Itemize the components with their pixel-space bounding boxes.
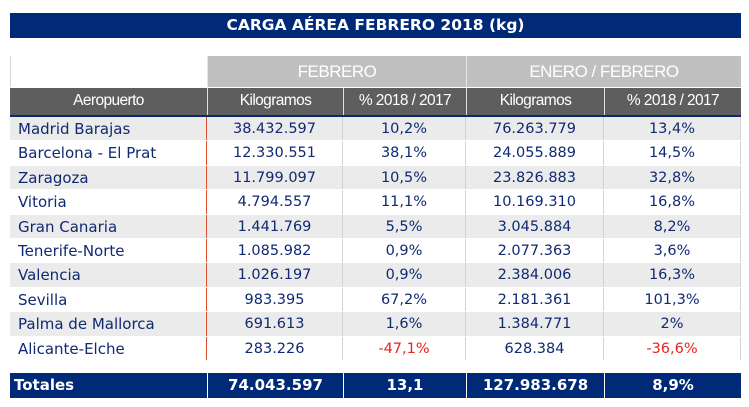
feb-kg: 1.085.982 bbox=[207, 238, 343, 263]
ytd-kg: 2.181.361 bbox=[466, 287, 604, 312]
ytd-kg: 2.384.006 bbox=[466, 263, 604, 287]
table-title: CARGA AÉREA FEBRERO 2018 (kg) bbox=[10, 13, 741, 38]
totals-ytd-kg: 127.983.678 bbox=[466, 373, 604, 398]
totals-feb-kg: 74.043.597 bbox=[207, 373, 343, 398]
table-row: Vitoria 4.794.557 11,1% 10.169.310 16,8% bbox=[10, 190, 741, 215]
airport-name: Zaragoza bbox=[10, 165, 207, 190]
feb-kg: 11.799.097 bbox=[207, 165, 343, 190]
ytd-pct: 14,5% bbox=[604, 141, 741, 165]
feb-pct: 0,9% bbox=[343, 263, 466, 287]
header-feb-kg: Kilogramos bbox=[207, 88, 343, 115]
feb-pct: 38,1% bbox=[343, 141, 466, 165]
feb-kg: 1.441.769 bbox=[207, 214, 343, 238]
ytd-kg: 1.384.771 bbox=[466, 312, 604, 336]
feb-pct: 0,9% bbox=[343, 238, 466, 263]
group-febrero: FEBRERO bbox=[207, 56, 466, 87]
airport-name: Gran Canaria bbox=[10, 214, 207, 238]
ytd-pct: 101,3% bbox=[604, 287, 741, 312]
ytd-kg: 3.045.884 bbox=[466, 214, 604, 238]
totals-row: Totales 74.043.597 13,1 127.983.678 8,9% bbox=[10, 373, 741, 398]
ytd-pct: 16,3% bbox=[604, 263, 741, 287]
airport-name: Barcelona - El Prat bbox=[10, 141, 207, 165]
group-header-row: FEBRERO ENERO / FEBRERO bbox=[10, 56, 741, 87]
table-row: Sevilla 983.395 67,2% 2.181.361 101,3% bbox=[10, 287, 741, 313]
table-row: Barcelona - El Prat 12.330.551 38,1% 24.055… bbox=[10, 141, 741, 166]
cargo-table: FEBRERO ENERO / FEBRERO Aeropuerto Kilog… bbox=[10, 56, 741, 361]
ytd-pct: 3,6% bbox=[604, 238, 741, 263]
table-row: Tenerife-Norte 1.085.982 0,9% 2.077.363 3,6% bbox=[10, 238, 741, 264]
feb-pct: 10,2% bbox=[343, 117, 466, 141]
airport-name: Alicante-Elche bbox=[10, 336, 207, 360]
header-aeropuerto: Aeropuerto bbox=[73, 92, 144, 109]
airport-name: Madrid Barajas bbox=[10, 117, 207, 141]
feb-kg: 691.613 bbox=[207, 312, 343, 336]
ytd-pct: 2% bbox=[604, 312, 741, 336]
ytd-kg: 2.077.363 bbox=[466, 238, 604, 263]
feb-pct: 67,2% bbox=[343, 287, 466, 312]
ytd-pct: 32,8% bbox=[604, 165, 741, 190]
airport-name: Sevilla bbox=[10, 287, 207, 312]
feb-pct: 11,1% bbox=[343, 190, 466, 214]
feb-kg: 983.395 bbox=[207, 287, 343, 312]
totals-ytd-pct: 8,9% bbox=[604, 373, 741, 398]
table-row: Madrid Barajas 38.432.597 10,2% 76.263.779 1… bbox=[10, 117, 741, 142]
table-body: Madrid Barajas 38.432.597 10,2% 76.263.779 1… bbox=[10, 117, 741, 361]
header-ytd-kg: Kilogramos bbox=[466, 88, 604, 115]
feb-pct: 1,6% bbox=[343, 312, 466, 336]
ytd-pct: 16,8% bbox=[604, 190, 741, 214]
ytd-pct: -36,6% bbox=[604, 336, 741, 360]
ytd-pct: 13,4% bbox=[604, 117, 741, 141]
airport-name: Vitoria bbox=[10, 190, 207, 214]
feb-kg: 283.226 bbox=[207, 336, 343, 360]
airport-name: Tenerife-Norte bbox=[10, 238, 207, 263]
table-row: Gran Canaria 1.441.769 5,5% 3.045.884 8,2% bbox=[10, 214, 741, 239]
ytd-kg: 76.263.779 bbox=[466, 117, 604, 141]
table-row: Alicante-Elche 283.226 -47,1% 628.384 -36,6% bbox=[10, 336, 741, 361]
totals-feb-pct: 13,1 bbox=[343, 373, 466, 398]
feb-kg: 38.432.597 bbox=[207, 117, 343, 141]
header-feb-pct: % 2018 / 2017 bbox=[343, 88, 466, 115]
totals-label: Totales bbox=[14, 376, 75, 394]
table-row: Valencia 1.026.197 0,9% 2.384.006 16,3% bbox=[10, 263, 741, 288]
table-row: Zaragoza 11.799.097 10,5% 23.826.883 32,8% bbox=[10, 165, 741, 191]
feb-pct: 5,5% bbox=[343, 214, 466, 238]
feb-kg: 4.794.557 bbox=[207, 190, 343, 214]
column-header-row: Aeropuerto Kilogramos % 2018 / 2017 Kilo… bbox=[10, 87, 741, 117]
group-blank bbox=[10, 56, 207, 87]
airport-name: Palma de Mallorca bbox=[10, 312, 207, 336]
ytd-kg: 23.826.883 bbox=[466, 165, 604, 190]
feb-kg: 1.026.197 bbox=[207, 263, 343, 287]
ytd-kg: 10.169.310 bbox=[466, 190, 604, 214]
feb-kg: 12.330.551 bbox=[207, 141, 343, 165]
ytd-pct: 8,2% bbox=[604, 214, 741, 238]
airport-name: Valencia bbox=[10, 263, 207, 287]
group-enero-febrero: ENERO / FEBRERO bbox=[466, 56, 741, 87]
header-ytd-pct: % 2018 / 2017 bbox=[604, 88, 741, 115]
ytd-kg: 628.384 bbox=[466, 336, 604, 360]
feb-pct: 10,5% bbox=[343, 165, 466, 190]
feb-pct: -47,1% bbox=[343, 336, 466, 360]
table-row: Palma de Mallorca 691.613 1,6% 1.384.771 2% bbox=[10, 312, 741, 337]
ytd-kg: 24.055.889 bbox=[466, 141, 604, 165]
